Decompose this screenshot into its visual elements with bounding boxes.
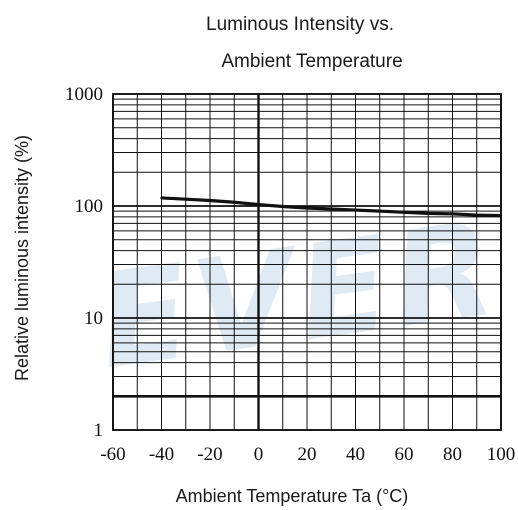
- data-point: [451, 212, 454, 216]
- x-tick-label: -60: [100, 444, 125, 465]
- data-point: [184, 198, 187, 201]
- data-point: [354, 208, 357, 212]
- y-axis-label: Relative luminous intensity (%): [12, 135, 32, 381]
- y-tick-label: 1000: [65, 84, 103, 105]
- x-tick-label: -20: [197, 444, 222, 465]
- y-tick-label: 100: [75, 196, 104, 217]
- watermark-logo: EVER: [90, 192, 510, 399]
- x-tick-label: 20: [298, 444, 317, 465]
- chart-title-line2: Ambient Temperature: [221, 51, 402, 72]
- x-tick-label: 0: [254, 444, 264, 465]
- x-axis-label: Ambient Temperature Ta (°C): [176, 486, 409, 506]
- data-point: [208, 199, 212, 202]
- data-point: [281, 205, 284, 208]
- x-tick-label: -40: [149, 444, 174, 465]
- data-point: [305, 206, 309, 210]
- data-point: [330, 207, 333, 211]
- data-point: [257, 203, 260, 206]
- data-point: [499, 214, 503, 217]
- watermark-layer: EVER: [90, 192, 510, 399]
- data-point: [475, 213, 478, 217]
- series-layer: [160, 196, 503, 218]
- data-point: [427, 212, 430, 215]
- y-tick-label: 10: [84, 308, 103, 329]
- data-point: [233, 201, 236, 204]
- x-tick-label: 40: [346, 444, 365, 465]
- x-tick-label: 60: [395, 444, 414, 465]
- y-tick-label: 1: [94, 420, 104, 441]
- tick-layer: -60 -40 -20 0 20 40 60 80 100 1 10 100 1000: [65, 84, 515, 465]
- data-point: [160, 196, 163, 200]
- data-point: [402, 211, 406, 214]
- data-point: [378, 209, 381, 213]
- x-tick-label: 100: [487, 444, 516, 465]
- grid-layer: [112, 93, 502, 431]
- plot-border: [112, 93, 502, 431]
- chart-title-line1: Luminous Intensity vs.: [206, 14, 394, 35]
- x-tick-label: 80: [443, 444, 462, 465]
